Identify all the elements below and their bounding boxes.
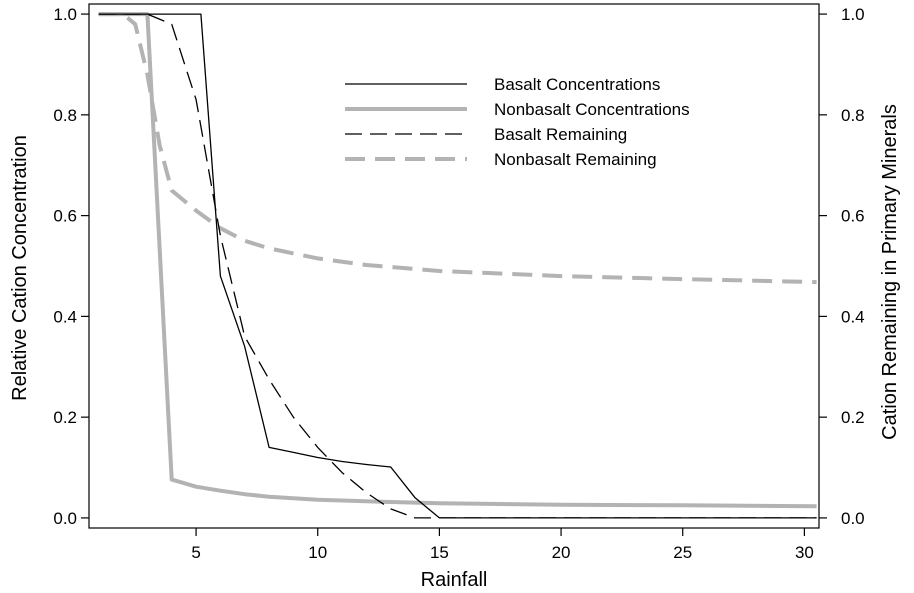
y-axis-title-left: Relative Cation Concentration	[9, 135, 31, 401]
series-layer	[98, 12, 817, 519]
y-left-tick-label-4: 0.8	[53, 106, 77, 125]
x-tick-label-3: 20	[552, 543, 571, 562]
x-tick-label-4: 25	[673, 543, 692, 562]
y-right-tick-label-4: 0.8	[841, 106, 865, 125]
x-tick-label-1: 10	[308, 543, 327, 562]
y-right-tick-label-0: 0.0	[841, 509, 865, 528]
legend-label-2: Basalt Remaining	[494, 125, 627, 144]
y-left-tick-label-1: 0.2	[53, 408, 77, 427]
y-right-tick-label-5: 1.0	[841, 5, 865, 24]
y-right-tick-label-1: 0.2	[841, 408, 865, 427]
axis-layer: 5 10 15 20 25 30 0.0 0.2 0.4 0.6 0.8 1.0 0.0 0.2 0.4 0.…	[53, 5, 864, 562]
y-left-tick-label-3: 0.6	[53, 207, 77, 226]
plot-frame	[88, 3, 820, 529]
y-left-tick-label-0: 0.0	[53, 509, 77, 528]
legend-label-0: Basalt Concentrations	[494, 75, 660, 94]
x-tick-label-2: 15	[430, 543, 449, 562]
series-line-0	[98, 13, 817, 519]
legend-label-3: Nonbasalt Remaining	[494, 150, 657, 169]
y-left-tick-label-5: 1.0	[53, 5, 77, 24]
series-line-2	[98, 13, 817, 519]
y-left-tick-label-2: 0.4	[53, 307, 77, 326]
y-right-tick-label-3: 0.6	[841, 207, 865, 226]
y-right-tick-label-2: 0.4	[841, 307, 865, 326]
y-axis-title-right: Cation Remaining in Primary Minerals	[879, 104, 901, 440]
x-axis-title: Rainfall	[421, 569, 488, 591]
x-tick-label-5: 30	[795, 543, 814, 562]
legend-label-1: Nonbasalt Concentrations	[494, 100, 690, 119]
x-tick-label-0: 5	[191, 543, 200, 562]
legend: Basalt Concentrations Nonbasalt Concentra…	[345, 75, 690, 169]
series-line-3	[98, 12, 817, 285]
